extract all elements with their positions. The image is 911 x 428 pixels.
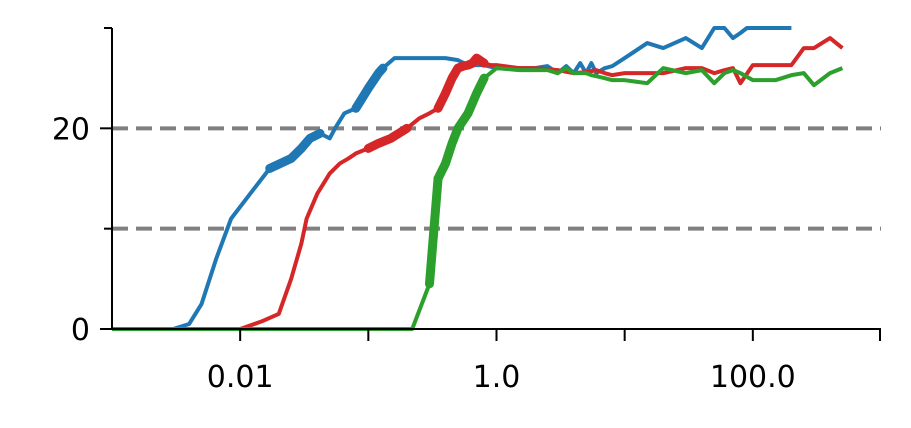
series-line-2 (112, 66, 844, 331)
series-0-highlight-segment-0 (265, 128, 325, 173)
x-tick-label: 1.0 (473, 360, 521, 395)
series-line-1 (112, 36, 844, 331)
series-0-highlight-segment-1 (351, 63, 388, 113)
series-2-highlight-segment-1 (433, 73, 489, 183)
x-axis-ticks: 0.01 1.0 100.0 (207, 329, 881, 395)
series-1-highlight-segment-0 (363, 123, 412, 153)
series-1-highlight-segment-1 (433, 53, 489, 113)
y-tick-label: 20 (52, 112, 90, 147)
reference-lines (112, 126, 881, 231)
series-lines (112, 26, 844, 331)
x-tick-label: 0.01 (207, 360, 274, 395)
y-axis-ticks: 0 20 (52, 27, 112, 348)
x-tick-label: 100.0 (710, 360, 796, 395)
series-2-highlight-segment-0 (424, 174, 443, 289)
y-tick-label: 0 (71, 313, 90, 348)
